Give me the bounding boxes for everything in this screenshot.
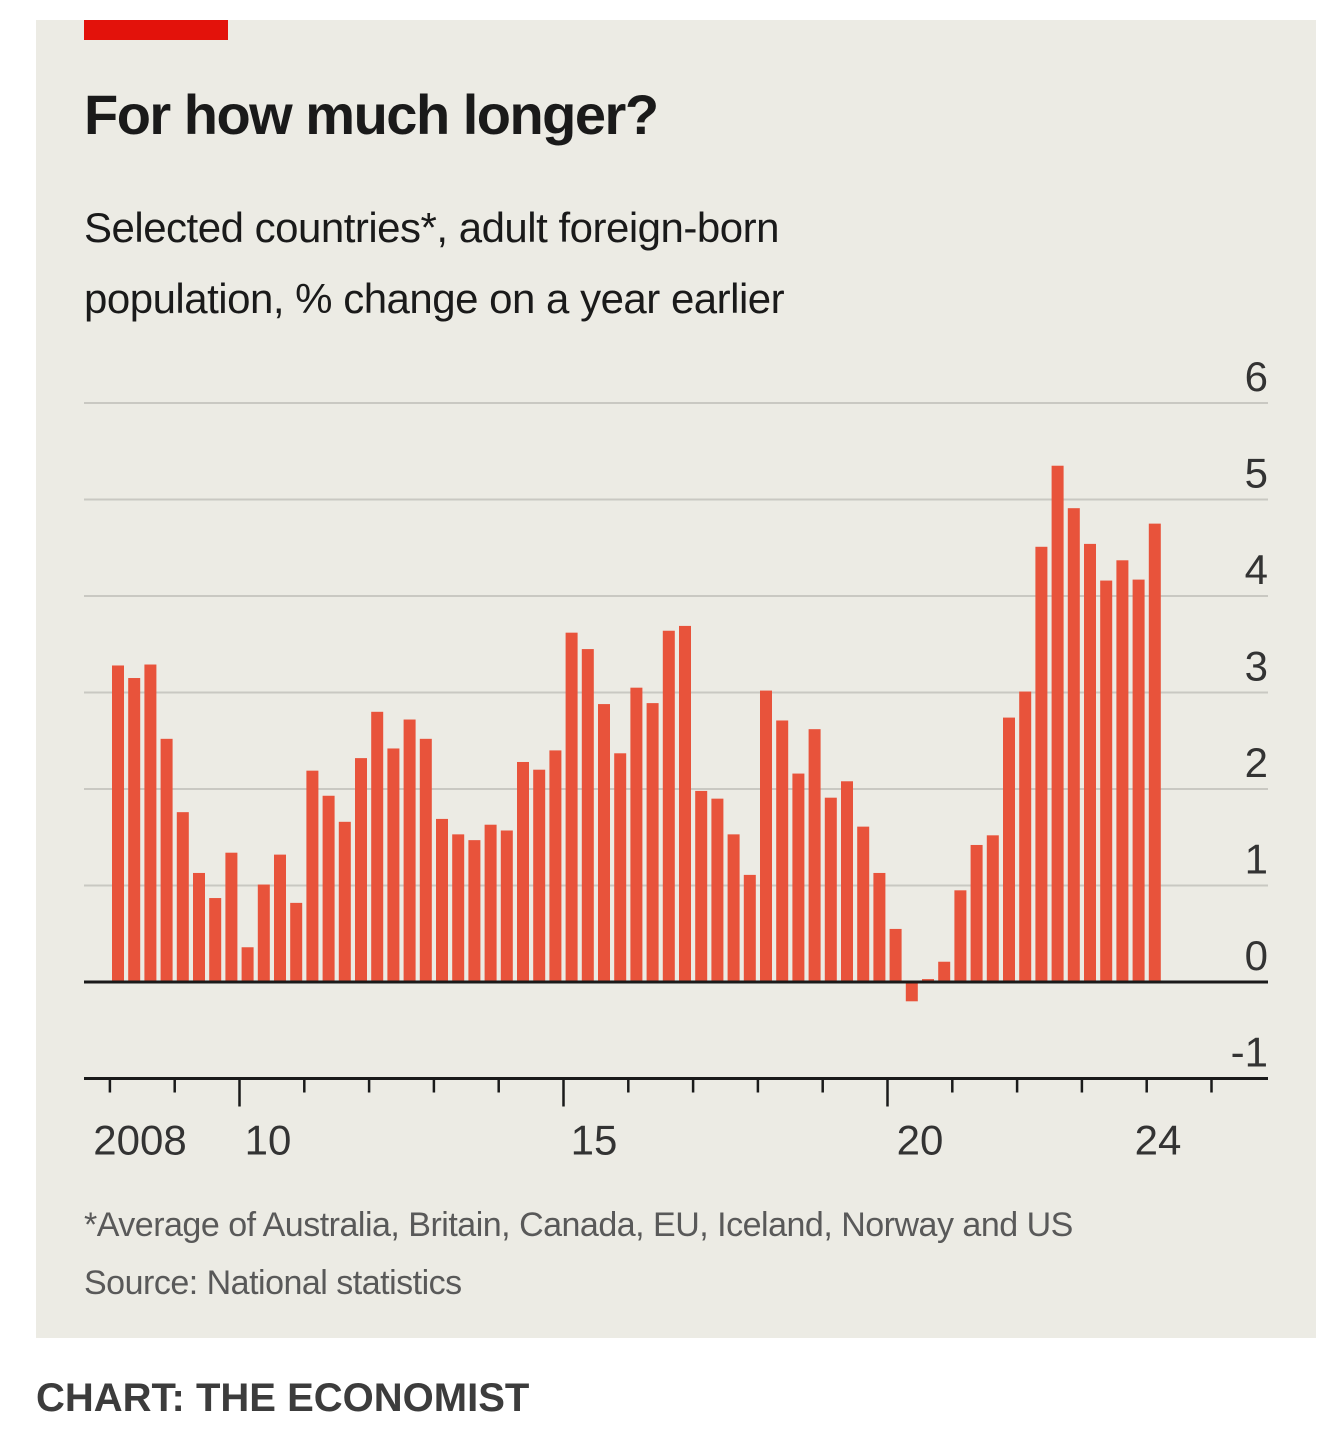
bar [711, 798, 724, 982]
bar [938, 961, 951, 982]
bar [290, 902, 303, 982]
x-axis: 2008 10 15 20 24 [84, 1077, 1268, 1164]
bar [873, 872, 886, 982]
bar [338, 821, 351, 982]
y-tick-labels: 6 5 4 3 2 1 0 -1 [1231, 353, 1268, 1076]
bar [371, 711, 384, 982]
y-tick-label: 0 [1245, 932, 1268, 979]
subtitle-line-1: Selected countries*, adult foreign-born [84, 204, 779, 251]
y-tick-label: 5 [1245, 450, 1268, 497]
y-tick-label: 3 [1245, 643, 1268, 690]
bar [646, 703, 659, 982]
bar [112, 665, 124, 982]
chart-credit: CHART: THE ECONOMIST [36, 1376, 530, 1420]
bar [468, 840, 481, 982]
bar [436, 818, 448, 982]
y-tick-label: 2 [1245, 739, 1268, 786]
bar [1084, 543, 1096, 982]
bar [986, 835, 999, 982]
bar [662, 630, 675, 982]
bar [1003, 717, 1015, 982]
bar [419, 738, 432, 982]
chart-footnote: *Average of Australia, Britain, Canada, … [84, 1196, 1073, 1312]
bar [727, 834, 740, 982]
bar [598, 704, 610, 982]
bar [403, 719, 416, 982]
y-tick-label: 6 [1245, 353, 1268, 400]
bar [565, 632, 578, 982]
bar [176, 812, 189, 982]
bar [792, 773, 805, 982]
bar [160, 738, 173, 982]
bar [743, 874, 756, 982]
source-text: Source: National statistics [84, 1264, 462, 1302]
bar [517, 761, 529, 982]
bar [760, 690, 772, 982]
bar [128, 678, 141, 982]
footnote-text: *Average of Australia, Britain, Canada, … [84, 1206, 1073, 1244]
bar [630, 687, 643, 982]
bar [209, 898, 222, 982]
bar [1035, 546, 1048, 982]
x-tick-label: 15 [571, 1117, 618, 1164]
bar [954, 890, 967, 982]
bar [808, 729, 821, 982]
bar [1019, 691, 1032, 982]
bar [1148, 523, 1161, 982]
chart-subtitle: Selected countries*, adult foreign-born … [84, 192, 1184, 334]
bar [241, 947, 254, 982]
bar [581, 649, 594, 982]
bar [274, 854, 286, 982]
bar [614, 753, 627, 982]
accent-bar [84, 20, 228, 40]
x-tick-label: 24 [1135, 1117, 1182, 1164]
bar [484, 824, 497, 982]
bar [1132, 579, 1145, 982]
bar [452, 834, 465, 982]
y-tick-label: 4 [1245, 546, 1268, 593]
bar [905, 982, 918, 1002]
bar [533, 769, 546, 982]
bar [1067, 508, 1080, 982]
bar [1116, 560, 1129, 982]
bars [112, 465, 1161, 1002]
x-tick-label: 2008 [93, 1117, 186, 1164]
bar [970, 844, 983, 982]
bar [824, 797, 837, 982]
bar [144, 664, 157, 982]
bar [500, 830, 513, 982]
bar [549, 750, 562, 982]
bar [841, 781, 853, 982]
x-tick-label: 20 [897, 1117, 944, 1164]
bar [679, 625, 691, 982]
bar [355, 758, 367, 982]
bar [1100, 580, 1113, 982]
bar [387, 748, 400, 982]
subtitle-line-2: population, % change on a year earlier [84, 275, 785, 322]
chart-title: For how much longer? [84, 83, 659, 146]
y-tick-label: -1 [1231, 1029, 1268, 1076]
bar [857, 826, 870, 982]
x-tick-label: 10 [245, 1117, 292, 1164]
bar [776, 720, 789, 982]
bar [225, 852, 238, 982]
bar [306, 770, 319, 982]
y-tick-label: 1 [1245, 836, 1268, 883]
bar [695, 790, 708, 982]
bar [322, 795, 335, 982]
bar [193, 872, 205, 982]
bar [889, 928, 902, 982]
bar [1051, 465, 1064, 983]
bar [257, 884, 270, 982]
